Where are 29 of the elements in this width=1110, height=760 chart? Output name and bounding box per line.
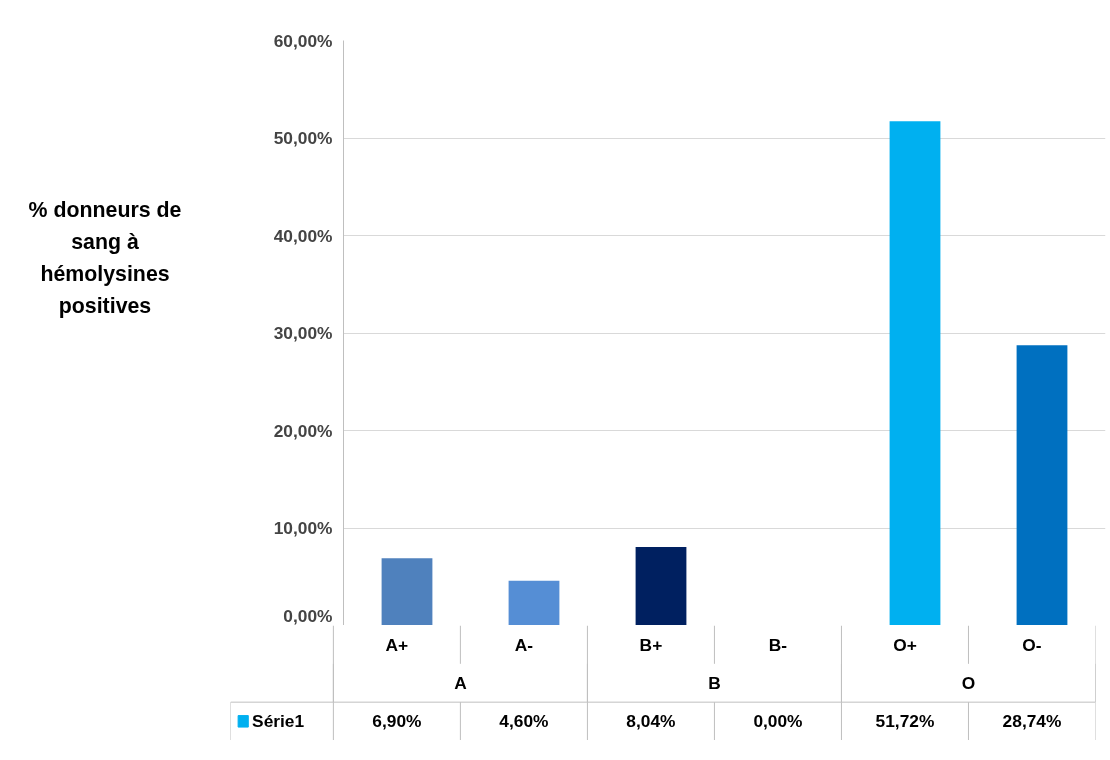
- y-tick-label: 30,00%: [273, 323, 333, 343]
- data-label: 51,72%: [875, 711, 935, 732]
- y-tick-label: 0,00%: [283, 605, 333, 626]
- x-tick-label: A+: [385, 634, 409, 655]
- y-tick-label: 50,00%: [273, 128, 333, 148]
- bar: [889, 121, 941, 625]
- y-tick-label: 10,00%: [273, 518, 333, 538]
- x-tick-label: O+: [893, 634, 917, 655]
- bar: [635, 547, 687, 625]
- y-axis-title: % donneurs de sang à hémolysines positives: [27, 197, 183, 320]
- data-label: 6,90%: [372, 711, 422, 732]
- data-label: 0,00%: [753, 711, 803, 732]
- y-tick-label: 20,00%: [273, 420, 333, 441]
- data-label: 8,04%: [626, 711, 676, 732]
- text: A: [454, 673, 468, 693]
- bar: [508, 580, 560, 625]
- x-tick-label: A-: [514, 634, 534, 655]
- y-tick-label: 40,00%: [273, 225, 333, 246]
- x-tick-label: O-: [1022, 634, 1042, 655]
- bar: [381, 558, 433, 625]
- data-label: 4,60%: [499, 711, 549, 732]
- data-label: 28,74%: [1002, 711, 1062, 732]
- text: B: [708, 673, 721, 693]
- x-tick-label: B+: [639, 634, 663, 655]
- x-tick-label: B-: [768, 634, 788, 655]
- text: O: [961, 673, 976, 693]
- legend-label: Série1: [252, 711, 305, 732]
- y-tick-label: 60,00%: [273, 30, 333, 51]
- bar: [1016, 345, 1068, 625]
